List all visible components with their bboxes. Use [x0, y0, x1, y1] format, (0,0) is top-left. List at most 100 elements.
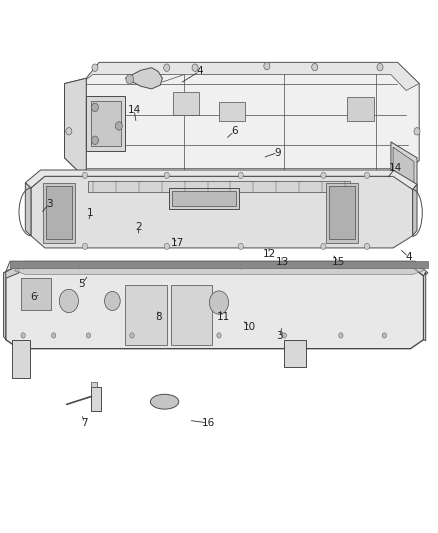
Circle shape	[377, 63, 383, 71]
Circle shape	[82, 172, 88, 179]
Circle shape	[126, 75, 134, 84]
Polygon shape	[25, 170, 417, 190]
Circle shape	[116, 122, 122, 130]
Circle shape	[21, 333, 25, 338]
Circle shape	[92, 64, 98, 71]
Polygon shape	[64, 78, 86, 179]
Circle shape	[51, 333, 56, 338]
Circle shape	[321, 243, 326, 249]
Circle shape	[409, 191, 416, 199]
Circle shape	[164, 243, 170, 249]
Polygon shape	[173, 92, 199, 115]
Circle shape	[264, 62, 270, 70]
Polygon shape	[424, 272, 426, 341]
Text: 17: 17	[171, 238, 184, 248]
Polygon shape	[64, 62, 419, 179]
Polygon shape	[401, 193, 415, 204]
Circle shape	[105, 292, 120, 311]
Circle shape	[364, 172, 370, 179]
Circle shape	[92, 136, 99, 144]
Circle shape	[192, 64, 198, 71]
Text: 14: 14	[127, 105, 141, 115]
Text: 12: 12	[262, 249, 276, 259]
Text: 3: 3	[277, 332, 283, 342]
Text: 1: 1	[87, 208, 94, 219]
Circle shape	[382, 333, 387, 338]
Text: 4: 4	[196, 67, 203, 76]
Polygon shape	[79, 62, 419, 91]
Circle shape	[164, 172, 170, 179]
Polygon shape	[325, 183, 358, 243]
Polygon shape	[88, 181, 350, 192]
Polygon shape	[172, 191, 236, 206]
Polygon shape	[219, 102, 245, 120]
Text: 3: 3	[46, 199, 53, 209]
Text: 13: 13	[276, 257, 289, 267]
Polygon shape	[393, 147, 414, 188]
Polygon shape	[413, 184, 417, 236]
Circle shape	[78, 264, 82, 269]
Polygon shape	[91, 382, 97, 387]
Polygon shape	[86, 96, 125, 151]
Polygon shape	[4, 272, 6, 340]
Polygon shape	[171, 285, 212, 345]
Circle shape	[321, 172, 326, 179]
Text: 8: 8	[155, 312, 161, 322]
Text: 14: 14	[389, 164, 402, 173]
Text: 6: 6	[31, 292, 37, 302]
Polygon shape	[46, 186, 72, 239]
Text: 11: 11	[217, 312, 230, 322]
Circle shape	[130, 333, 134, 338]
Ellipse shape	[150, 394, 179, 409]
Circle shape	[209, 291, 229, 314]
Polygon shape	[284, 340, 306, 367]
Text: 10: 10	[243, 322, 256, 332]
Polygon shape	[329, 186, 355, 239]
Polygon shape	[31, 176, 413, 248]
Text: 9: 9	[275, 148, 281, 158]
Circle shape	[239, 264, 243, 269]
Circle shape	[238, 172, 244, 179]
Circle shape	[282, 333, 286, 338]
Polygon shape	[125, 285, 167, 345]
Circle shape	[92, 103, 99, 112]
Polygon shape	[4, 265, 19, 279]
Circle shape	[217, 333, 221, 338]
Text: 15: 15	[332, 257, 345, 267]
Circle shape	[238, 243, 244, 249]
Circle shape	[86, 333, 91, 338]
Text: 2: 2	[135, 222, 142, 232]
Circle shape	[377, 172, 383, 179]
Circle shape	[164, 172, 170, 179]
Polygon shape	[6, 265, 424, 349]
Text: 16: 16	[201, 418, 215, 428]
Circle shape	[21, 264, 25, 269]
Circle shape	[364, 243, 370, 249]
Polygon shape	[10, 261, 428, 268]
Polygon shape	[125, 68, 162, 89]
Text: 7: 7	[81, 418, 88, 428]
Polygon shape	[169, 188, 239, 209]
Circle shape	[312, 63, 318, 71]
Polygon shape	[91, 387, 102, 411]
Circle shape	[164, 64, 170, 71]
Polygon shape	[391, 142, 417, 192]
Polygon shape	[14, 261, 424, 274]
Polygon shape	[347, 97, 374, 120]
Circle shape	[339, 333, 343, 338]
Text: 4: 4	[405, 252, 412, 262]
Circle shape	[414, 127, 420, 135]
Polygon shape	[12, 340, 30, 378]
Polygon shape	[6, 261, 428, 276]
Text: 5: 5	[78, 279, 85, 289]
Circle shape	[259, 172, 265, 179]
Polygon shape	[21, 278, 51, 310]
Circle shape	[59, 289, 78, 313]
Circle shape	[82, 243, 88, 249]
Circle shape	[66, 127, 72, 135]
Polygon shape	[91, 101, 121, 146]
Polygon shape	[25, 183, 31, 236]
Text: 6: 6	[231, 126, 237, 136]
Polygon shape	[43, 183, 75, 243]
Circle shape	[92, 172, 98, 179]
